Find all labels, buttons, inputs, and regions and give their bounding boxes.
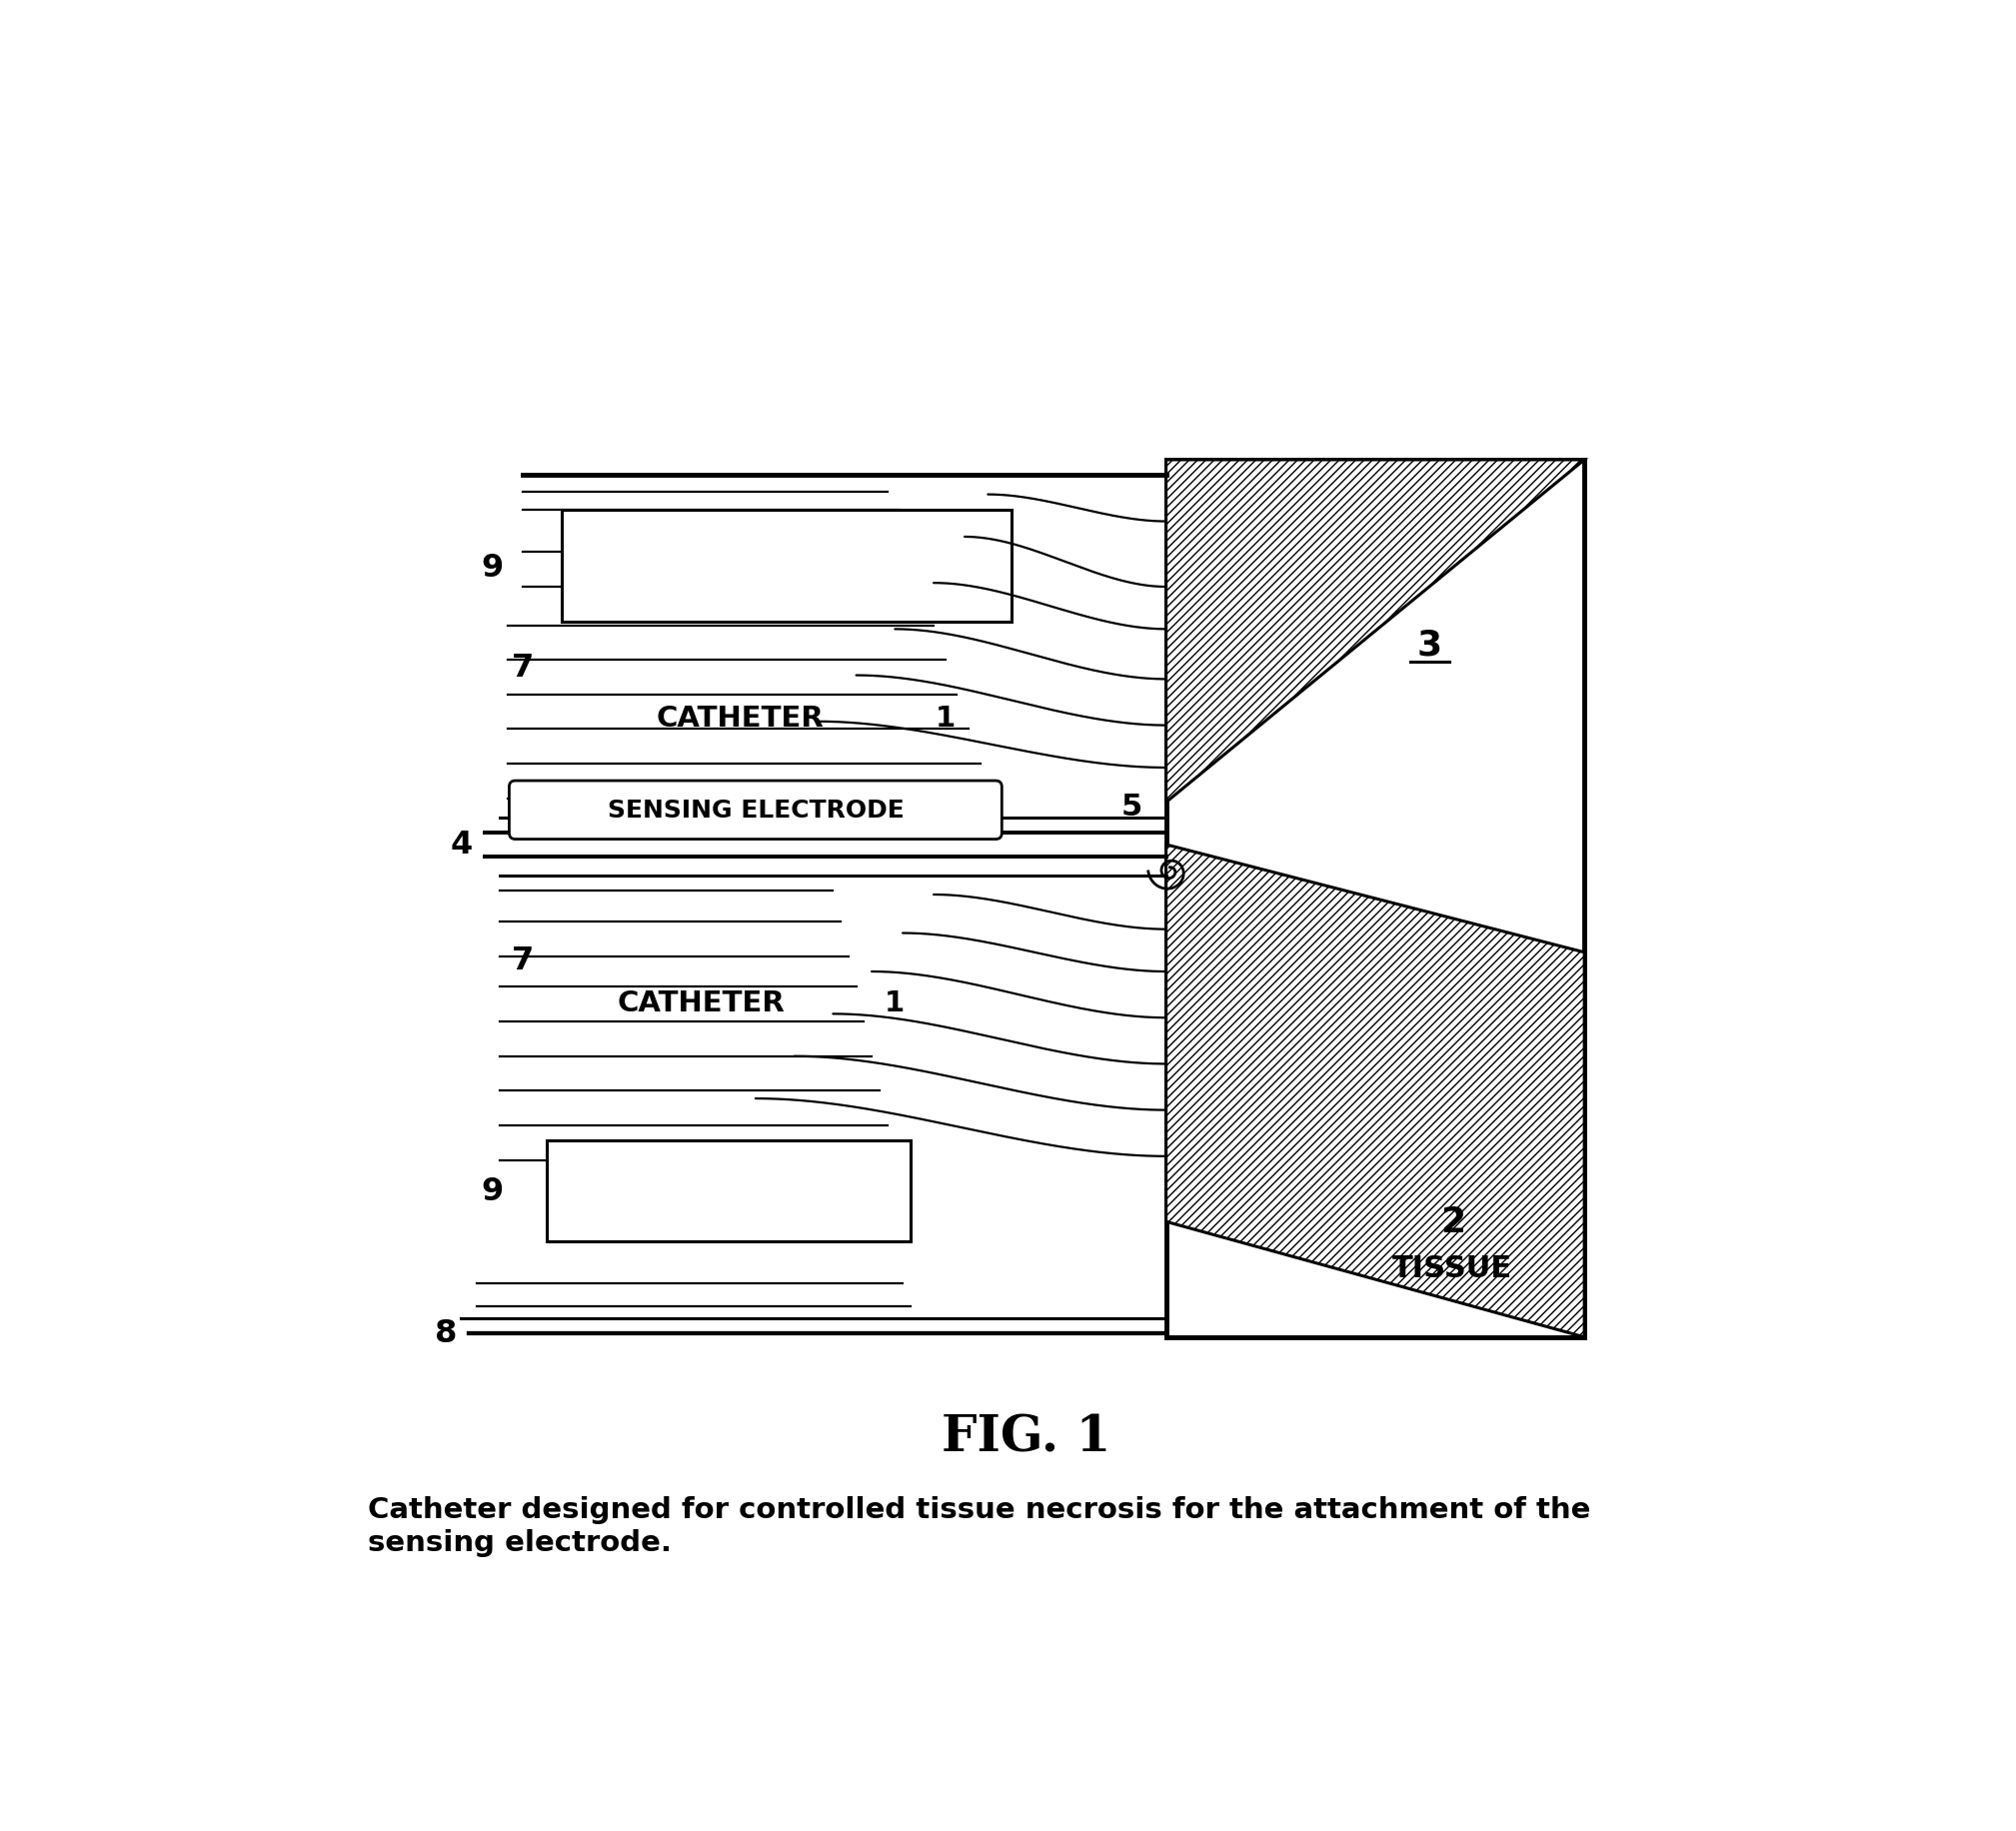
- Text: 9: 9: [482, 553, 504, 584]
- Text: CATHETER: CATHETER: [655, 705, 825, 732]
- Text: Catheter designed for controlled tissue necrosis for the attachment of the
sensi: Catheter designed for controlled tissue …: [369, 1496, 1591, 1556]
- Text: TISSUE: TISSUE: [1393, 1254, 1512, 1282]
- Text: 1: 1: [935, 705, 956, 732]
- Polygon shape: [1165, 846, 1585, 1337]
- Text: 4: 4: [450, 829, 472, 861]
- Text: SENSING ELECTRODE: SENSING ELECTRODE: [607, 798, 903, 822]
- Text: 7: 7: [512, 652, 534, 683]
- Polygon shape: [1165, 460, 1585, 802]
- Text: 2: 2: [1439, 1205, 1466, 1240]
- Text: 5: 5: [1121, 793, 1141, 820]
- Bar: [546, 1141, 911, 1241]
- FancyBboxPatch shape: [510, 782, 1002, 840]
- Text: 3: 3: [1417, 628, 1441, 663]
- Text: 8: 8: [435, 1318, 458, 1349]
- Text: CATHETER: CATHETER: [617, 989, 784, 1016]
- Text: 7: 7: [512, 945, 534, 976]
- Text: 1: 1: [885, 989, 905, 1016]
- Bar: [562, 511, 1012, 623]
- Bar: [1165, 460, 1585, 1337]
- Text: FIG. 1: FIG. 1: [941, 1414, 1111, 1461]
- Text: 9: 9: [482, 1176, 504, 1207]
